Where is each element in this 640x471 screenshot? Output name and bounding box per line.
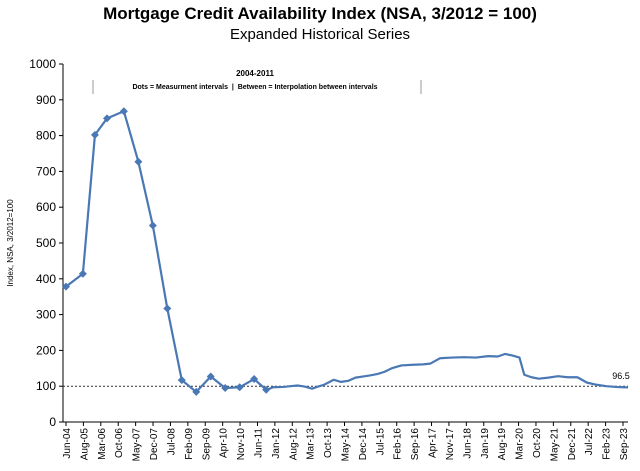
x-tick-label: Jun-11 xyxy=(253,428,264,458)
chart-title: Mortgage Credit Availability Index (NSA,… xyxy=(103,4,537,23)
x-tick-label: Jun-04 xyxy=(62,428,73,459)
x-tick-label: Jul-15 xyxy=(375,428,386,456)
series-group xyxy=(65,110,629,394)
data-point-marker xyxy=(250,375,259,384)
x-tick-label: Feb-09 xyxy=(184,428,195,460)
data-point-marker xyxy=(148,221,157,230)
x-tick-label: Aug-05 xyxy=(79,428,90,461)
x-tick-label: Apr-10 xyxy=(219,428,230,458)
data-point-marker xyxy=(103,114,112,123)
series-line xyxy=(65,110,629,394)
x-tick-label: Jul-08 xyxy=(166,428,177,456)
x-tick-label: Oct-13 xyxy=(323,428,334,458)
y-tick-label: 800 xyxy=(36,129,56,143)
data-point-marker xyxy=(134,157,143,166)
x-ticks: Jun-04 Aug-05 Mar-06 Oct-06 May-07 Dec-07 Jul-… xyxy=(62,422,630,461)
y-axis-label: Index, NSA, 3/2012=100 xyxy=(6,199,15,287)
data-point-marker xyxy=(235,383,244,392)
y-tick-label: 0 xyxy=(49,415,56,429)
x-tick-label: Oct-06 xyxy=(114,428,125,458)
data-point-marker xyxy=(90,130,99,139)
y-tick-label: 700 xyxy=(36,164,56,178)
x-tick-label: Jan-12 xyxy=(271,428,282,459)
data-point-marker xyxy=(62,282,70,291)
x-tick-label: Jan-19 xyxy=(480,428,491,459)
x-tick-label: Apr-17 xyxy=(428,428,439,458)
data-point-marker xyxy=(163,304,172,313)
x-tick-label: Aug-19 xyxy=(497,428,508,461)
x-tick-label: Jul-22 xyxy=(584,428,595,456)
x-tick-label: Nov-17 xyxy=(445,428,456,461)
x-tick-label: Mar-13 xyxy=(306,428,317,460)
x-tick-label: Jun-18 xyxy=(462,428,473,459)
x-tick-label: May-21 xyxy=(549,428,560,462)
x-tick-label: Dec-07 xyxy=(149,428,160,461)
y-tick-label: 100 xyxy=(36,379,56,393)
y-tick-label: 900 xyxy=(36,93,56,107)
markers-group xyxy=(62,107,271,396)
x-tick-label: Mar-20 xyxy=(515,428,526,460)
x-tick-label: Sep-23 xyxy=(619,428,630,461)
x-tick-label: May-14 xyxy=(341,428,352,462)
data-point-marker xyxy=(78,269,87,278)
data-point-marker xyxy=(192,387,201,396)
data-point-marker xyxy=(262,385,271,394)
x-tick-label: Feb-16 xyxy=(393,428,404,460)
y-tick-label: 400 xyxy=(36,272,56,286)
end-value-label: 96.5 xyxy=(612,371,630,381)
data-point-marker xyxy=(206,372,215,381)
y-tick-label: 600 xyxy=(36,200,56,214)
x-tick-label: Aug-12 xyxy=(288,428,299,461)
x-tick-label: Mar-06 xyxy=(97,428,108,460)
annotation-box: 2004-2011 Dots = Measurment intervals | … xyxy=(92,69,422,94)
x-tick-label: Dec-14 xyxy=(358,428,369,461)
x-tick-label: Sep-09 xyxy=(201,428,212,461)
data-point-marker xyxy=(221,383,230,392)
x-tick-label: Sep-16 xyxy=(410,428,421,461)
data-point-marker xyxy=(119,107,128,116)
x-tick-label: Nov-10 xyxy=(236,428,247,461)
x-tick-label: May-07 xyxy=(132,428,143,462)
y-ticks: 0 100 200 300 400 500 600 700 800 900 1000 xyxy=(29,57,63,429)
chart-subtitle: Expanded Historical Series xyxy=(229,26,411,43)
y-tick-label: 300 xyxy=(36,308,56,322)
y-tick-label: 200 xyxy=(36,343,56,357)
x-tick-label: Dec-21 xyxy=(567,428,578,461)
annotation-title: 2004-2011 xyxy=(236,69,274,78)
data-point-marker xyxy=(177,376,186,385)
annotation-text: Dots = Measurment intervals | Between = … xyxy=(132,84,377,91)
x-tick-label: Feb-23 xyxy=(602,428,613,460)
x-tick-label: Oct-20 xyxy=(532,428,543,458)
y-tick-label: 1000 xyxy=(29,57,56,71)
y-tick-label: 500 xyxy=(36,236,56,250)
